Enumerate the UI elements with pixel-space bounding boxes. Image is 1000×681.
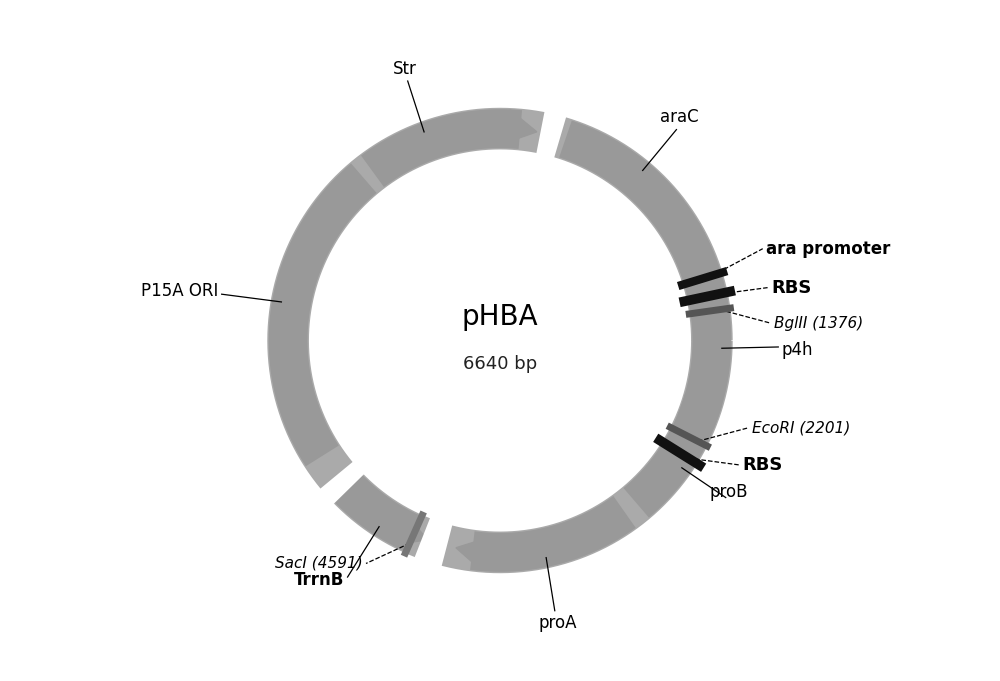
Text: P15A ORI: P15A ORI <box>141 282 218 300</box>
Text: RBS: RBS <box>771 279 811 297</box>
Text: proA: proA <box>539 614 577 632</box>
Text: pHBA: pHBA <box>462 303 538 331</box>
Text: proB: proB <box>710 483 748 501</box>
Text: RBS: RBS <box>742 456 782 474</box>
Polygon shape <box>393 513 428 545</box>
Text: ara promoter: ara promoter <box>766 240 890 257</box>
Text: araC: araC <box>660 108 699 126</box>
Text: Str: Str <box>392 60 416 78</box>
Polygon shape <box>687 402 718 437</box>
Polygon shape <box>668 223 699 257</box>
Text: EcoRI (2201): EcoRI (2201) <box>752 420 850 435</box>
Text: SacI (4591): SacI (4591) <box>275 556 363 571</box>
Polygon shape <box>504 110 537 143</box>
Text: BglII (1376): BglII (1376) <box>774 315 863 330</box>
Text: p4h: p4h <box>782 341 813 360</box>
Polygon shape <box>456 537 489 571</box>
Text: TrrnB: TrrnB <box>294 571 344 589</box>
Text: 6640 bp: 6640 bp <box>463 355 537 373</box>
